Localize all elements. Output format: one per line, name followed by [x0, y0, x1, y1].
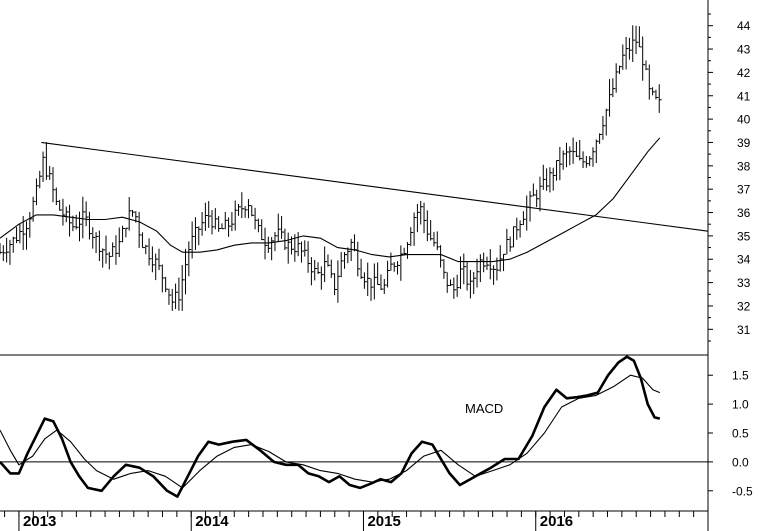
price-y-tick-label: 43: [737, 43, 751, 57]
price-y-tick-label: 34: [737, 253, 751, 267]
price-y-tick-label: 37: [737, 183, 751, 197]
price-y-tick-label: 42: [737, 66, 751, 80]
moving-average-line: [0, 137, 661, 263]
macd-signal-line: [0, 374, 661, 489]
macd-y-tick-label: 1.5: [732, 369, 749, 383]
macd-y-tick-label: 0.5: [732, 427, 749, 441]
price-y-tick-label: 33: [737, 276, 751, 290]
macd-y-tick-label: 0.0: [732, 455, 749, 469]
price-y-tick-label: 38: [737, 159, 751, 173]
year-tick-label: 2016: [540, 513, 573, 530]
price-y-tick-label: 31: [737, 323, 751, 337]
macd-y-tick-label: 1.0: [732, 398, 749, 412]
year-tick-label: 2014: [195, 513, 229, 530]
resistance-trendline: [41, 141, 709, 232]
price-y-tick-label: 40: [737, 113, 751, 127]
price-y-tick-label: 32: [737, 299, 751, 313]
macd-y-tick-label: -0.5: [732, 484, 753, 498]
price-y-tick-label: 39: [737, 136, 751, 150]
year-tick-label: 2015: [367, 513, 400, 530]
macd-panel: [0, 355, 708, 498]
price-y-tick-label: 44: [737, 19, 751, 33]
year-tick-label: 2013: [23, 513, 56, 530]
macd-label: MACD: [465, 401, 503, 416]
price-y-tick-label: 36: [737, 206, 751, 220]
price-panel: [0, 25, 709, 311]
macd-line: [0, 355, 661, 498]
price-y-tick-label: 35: [737, 229, 751, 243]
price-y-tick-label: 41: [737, 89, 751, 103]
